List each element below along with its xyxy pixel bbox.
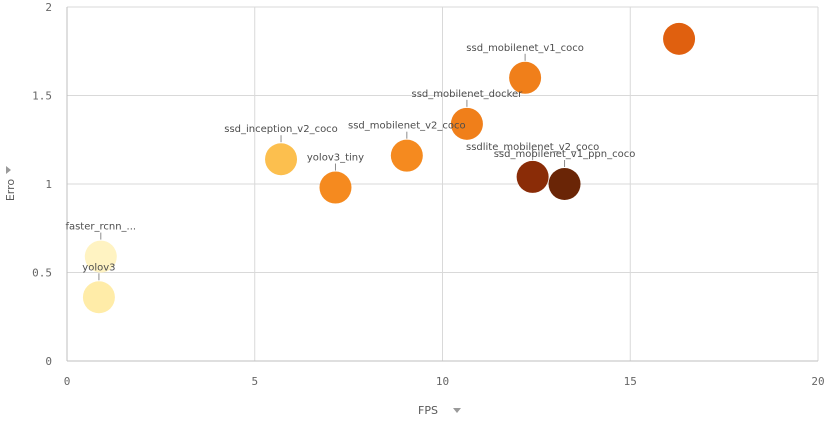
axes <box>66 7 818 362</box>
data-label: yolov3 <box>82 262 115 273</box>
data-label: yolov3_tiny <box>307 153 364 164</box>
data-point[interactable] <box>82 281 115 314</box>
x-tick-label: 0 <box>64 375 71 388</box>
y-tick-label: 2 <box>45 1 52 14</box>
data-point[interactable] <box>265 143 298 176</box>
data-label: ssd_mobilenet_v1_coco <box>466 43 584 54</box>
data-point[interactable] <box>390 139 423 172</box>
data-label: ssdlite_mobilenet_v2_coco <box>466 142 599 153</box>
data-point[interactable] <box>319 171 352 204</box>
y-tick-label: 1.5 <box>32 90 52 103</box>
tick-labels: 0 5 10 15 20 0 0.5 1 1.5 2 <box>32 1 825 388</box>
y-tick-label: 0 <box>45 355 52 368</box>
data-point[interactable] <box>548 168 581 200</box>
x-tick-label: 15 <box>624 375 637 388</box>
data-points <box>82 22 696 314</box>
data-point[interactable] <box>84 240 117 273</box>
data-point[interactable] <box>663 22 696 55</box>
x-tick-label: 5 <box>251 375 258 388</box>
y-axis-menu-icon[interactable] <box>6 166 11 174</box>
data-point[interactable] <box>516 160 549 193</box>
x-tick-label: 20 <box>811 375 824 388</box>
y-tick-label: 1 <box>45 178 52 191</box>
data-label: ssd_mobilenet_v2_coco <box>348 121 466 132</box>
y-tick-label: 0.5 <box>32 267 52 280</box>
data-point[interactable] <box>509 61 542 94</box>
x-axis-menu-icon[interactable] <box>453 408 461 413</box>
data-label: ssd_mobilenet_v1_ppn_coco <box>494 149 636 160</box>
grid-lines <box>66 6 819 362</box>
y-axis-title[interactable]: Erro <box>4 179 17 202</box>
data-label: ssd_inception_v2_coco <box>224 124 338 135</box>
x-axis-title[interactable]: FPS <box>418 404 438 417</box>
x-tick-label: 10 <box>436 375 449 388</box>
data-point[interactable] <box>450 107 483 140</box>
data-label: faster_rcnn_... <box>65 222 136 233</box>
data-labels: faster_rcnn_... yolov3 ssd_inception_v2_co… <box>65 43 636 281</box>
data-label: ssd_mobilenet_docker <box>412 89 524 100</box>
